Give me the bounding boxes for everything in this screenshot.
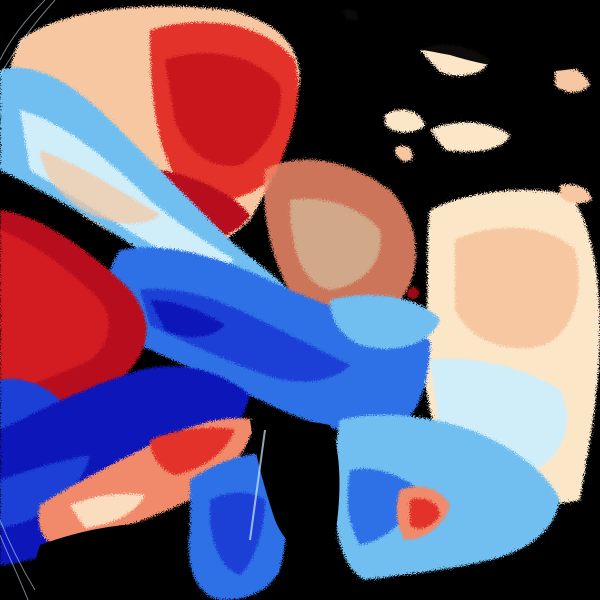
southwest-warm-plume (38, 418, 256, 545)
radial-streak (249, 429, 266, 541)
central-north-speckle (264, 159, 419, 315)
south-blue-region (188, 453, 287, 600)
range-ring-fragments (0, 0, 56, 600)
central-blue-inbound-region (106, 247, 440, 433)
southeast-blue-region (335, 414, 560, 580)
east-cream-region (423, 190, 600, 504)
light-blue-band (0, 67, 300, 315)
no-data-voids (30, 0, 600, 600)
